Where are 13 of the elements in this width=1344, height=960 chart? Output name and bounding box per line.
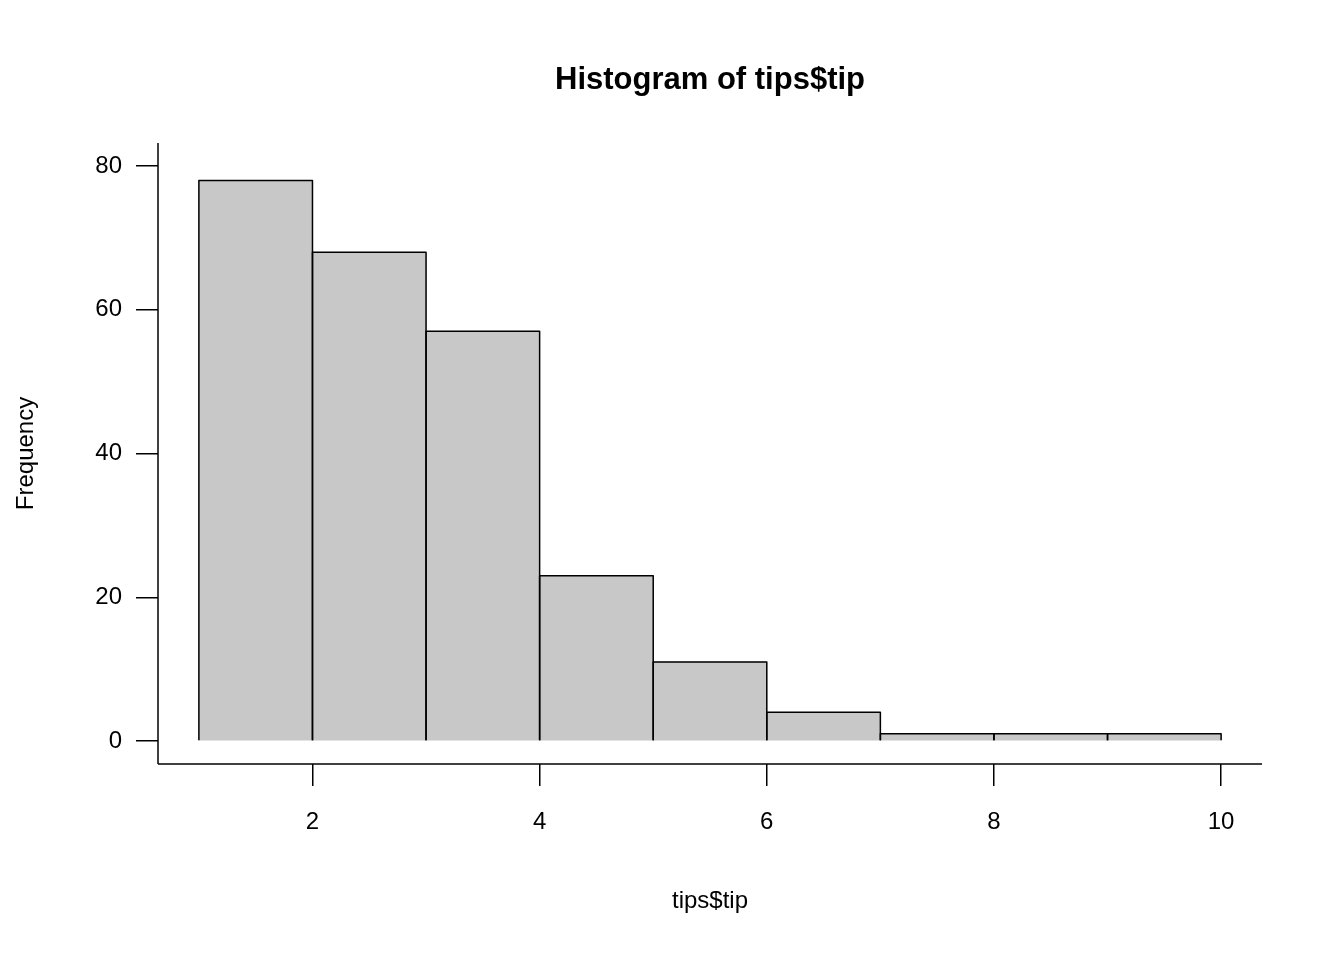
y-tick-label: 0 [108,725,122,753]
y-tick-label: 40 [95,438,122,466]
x-tick-label: 10 [1207,807,1235,835]
x-tick-label: 8 [987,807,1001,835]
y-tick-label: 60 [95,294,122,322]
x-tick-label: 6 [760,807,774,835]
x-tick-label: 4 [532,807,547,835]
x-axis-title: tips$tip [671,885,749,913]
y-axis-title: Frequency [10,396,38,511]
chart-title: Histogram of tips$tip [554,60,866,96]
y-tick-label: 80 [95,150,122,178]
x-tick-label: 2 [305,807,320,835]
y-tick-label: 20 [95,581,122,609]
